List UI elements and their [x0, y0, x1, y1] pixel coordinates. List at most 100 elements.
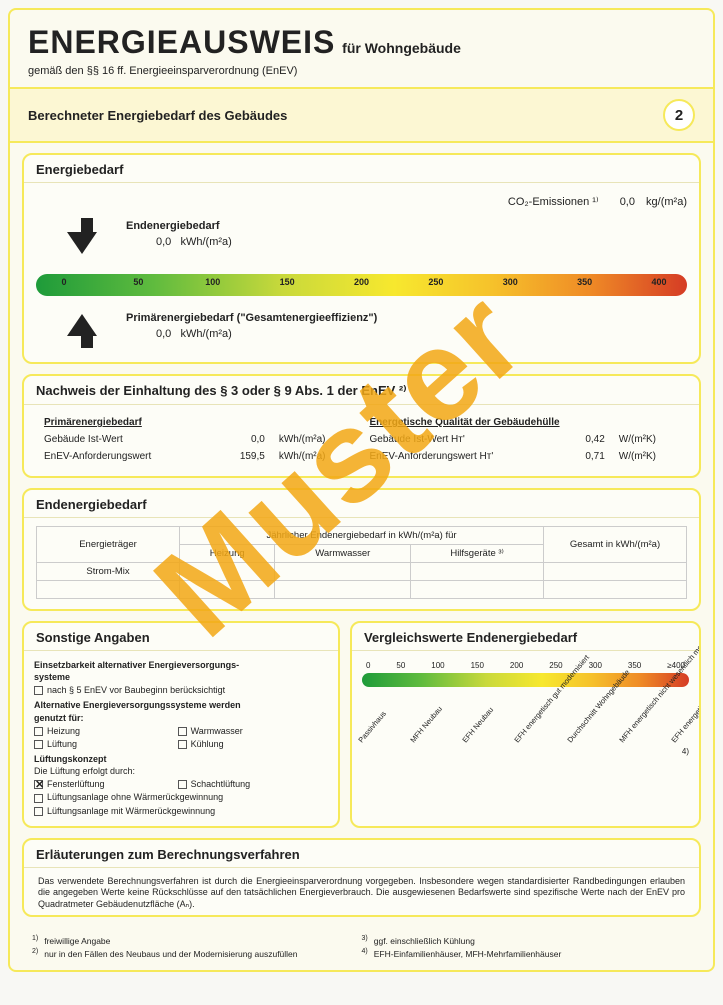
vlabel: EFH energetisch gut modernisiert	[484, 706, 527, 745]
col-traeger: Energieträger	[37, 527, 180, 563]
nw-left-r1-label: Gebäude Ist-Wert	[38, 432, 214, 447]
s-ww: Warmwasser	[191, 726, 243, 736]
bot-unit: kWh/(m²a)	[180, 328, 231, 340]
cell	[37, 581, 180, 599]
checkbox-icon[interactable]	[34, 727, 43, 736]
energy-scale: 0 50 100 150 200 250 300 350 400	[36, 262, 687, 308]
erl-body: Das verwendete Berechnungsverfahren ist …	[24, 868, 699, 915]
table-row: Strom-Mix	[37, 563, 687, 581]
top-pointer-value: 0,0 kWh/(m²a)	[156, 236, 232, 248]
nachweis-right-head: Energetische Qualität der Gebäudehülle	[364, 415, 686, 430]
mtick: 150	[471, 661, 484, 672]
section-head: Berechneter Energiebedarf des Gebäudes 2	[10, 89, 713, 143]
panel-nachweis-title: Nachweis der Einhaltung des § 3 oder § 9…	[24, 376, 699, 405]
col-ww: Warmwasser	[275, 545, 411, 563]
nachweis-left-table: Primärenergiebedarf Gebäude Ist-Wert 0,0…	[36, 413, 362, 466]
vlabel: MFH Neubau	[379, 706, 422, 745]
co2-value: 0,0	[620, 196, 635, 208]
co2-unit: kg/(m²a)	[646, 196, 687, 208]
tick: 300	[490, 277, 530, 287]
cell	[544, 563, 687, 581]
s-c1: nach § 5 EnEV vor Baubeginn berücksichti…	[47, 685, 225, 695]
energy-scale-ticks: 0 50 100 150 200 250 300 350 400	[36, 277, 687, 287]
tick: 100	[193, 277, 233, 287]
nw-left-r2-label: EnEV-Anforderungswert	[38, 449, 214, 464]
panel-vergleich-title: Vergleichswerte Endenergiebedarf	[352, 623, 699, 651]
nw-left-r2-unit: kWh/(m²a)	[273, 449, 360, 464]
top-pointer-label: Endenergiebedarf	[126, 220, 220, 232]
checkbox-icon[interactable]	[34, 807, 43, 816]
checkbox-icon[interactable]	[178, 727, 187, 736]
nachweis-left-head: Primärenergiebedarf	[38, 415, 360, 430]
panel-vergleich: Vergleichswerte Endenergiebedarf 0 50 10…	[350, 621, 701, 828]
col-heiz: Heizung	[180, 545, 275, 563]
vlabel: MFH energetisch nicht wesentlich moderni…	[588, 706, 631, 745]
checkbox-icon[interactable]	[178, 740, 187, 749]
vlabel: EFH energetisch nicht wesentlich moderni…	[640, 706, 683, 745]
nachweis-right-table: Energetische Qualität der Gebäudehülle G…	[362, 413, 688, 466]
fn4: EFH-Einfamilienhäuser, MFH-Mehrfamilienh…	[374, 948, 562, 958]
checkbox-icon[interactable]	[34, 740, 43, 749]
section-head-label: Berechneter Energiebedarf des Gebäudes	[28, 108, 663, 123]
s-l4: Lüftungsanlage mit Wärmerückgewinnung	[47, 806, 215, 816]
nw-right-r1-val: 0,42	[565, 432, 611, 447]
checkbox-icon[interactable]	[34, 794, 43, 803]
s-heiz: Heizung	[47, 726, 80, 736]
s-l3: Lüftungsanlage ohne Wärmerückgewinnung	[47, 792, 223, 802]
checkbox-checked-icon[interactable]	[34, 780, 43, 789]
nw-right-r1-label: Gebäude Ist-Wert Hᴛ'	[364, 432, 563, 447]
mtick: 300	[589, 661, 602, 672]
page-number-badge: 2	[663, 99, 695, 131]
bottom-pointer-value: 0,0 kWh/(m²a)	[156, 328, 232, 340]
panel-endenergie: Endenergiebedarf Energieträger Jährliche…	[22, 488, 701, 611]
vergleich-ticks: 0 50 100 150 200 250 300 350 ≥400	[362, 661, 689, 672]
tick: 200	[342, 277, 382, 287]
cell	[411, 563, 544, 581]
col-group: Jährlicher Endenergiebedarf in kWh/(m²a)…	[180, 527, 544, 545]
tick: 250	[416, 277, 456, 287]
cell	[275, 563, 411, 581]
mtick: 200	[510, 661, 523, 672]
table-row	[37, 581, 687, 599]
checkbox-icon[interactable]	[34, 686, 43, 695]
vergleich-labels: Passivhaus MFH Neubau EFH Neubau EFH ene…	[362, 697, 689, 745]
tick: 0	[44, 277, 84, 287]
fn3: ggf. einschließlich Kühlung	[374, 936, 475, 946]
panel-energiebedarf-body: CO₂-Emissionen ¹⁾ 0,0 kg/(m²a) Endenergi…	[24, 183, 699, 362]
s-h1b: systeme	[34, 671, 328, 683]
s-h3b: Die Lüftung erfolgt durch:	[34, 765, 328, 777]
arrow-down-icon	[67, 232, 97, 254]
panel-sonstige-title: Sonstige Angaben	[24, 623, 338, 651]
col-hilf: Hilfsgeräte ³⁾	[411, 545, 544, 563]
tick: 50	[118, 277, 158, 287]
co2-label: CO₂-Emissionen ¹⁾	[508, 196, 599, 208]
mtick: 350	[628, 661, 641, 672]
tick: 150	[267, 277, 307, 287]
vlabel: Durchschnitt Wohngebäude	[536, 706, 579, 745]
nw-right-r2-label: EnEV-Anforderungswert Hᴛ'	[364, 449, 563, 464]
nw-right-r2-unit: W/(m²K)	[613, 449, 685, 464]
s-luft: Lüftung	[47, 739, 77, 749]
s-l1: Fensterlüftung	[47, 779, 105, 789]
top-val: 0,0	[156, 236, 171, 248]
bot-val: 0,0	[156, 328, 171, 340]
mtick: 0	[366, 661, 370, 672]
cell	[180, 563, 275, 581]
title-line2: gemäß den §§ 16 ff. Energieeinsparverord…	[28, 65, 695, 77]
bottom-pointer-label: Primärenergiebedarf ("Gesamtenergieeffiz…	[126, 312, 377, 324]
vergleich-scale-bar	[362, 673, 689, 687]
endenergie-table: Energieträger Jährlicher Endenergiebedar…	[36, 526, 687, 599]
fn2: nur in den Fällen des Neubaus und der Mo…	[44, 948, 297, 958]
s-l2: Schachtlüftung	[191, 779, 251, 789]
nw-left-r2-val: 159,5	[216, 449, 271, 464]
fn1: freiwillige Angabe	[44, 936, 110, 946]
checkbox-icon[interactable]	[178, 780, 187, 789]
mtick: 100	[431, 661, 444, 672]
tick: 400	[639, 277, 679, 287]
title-sub: für Wohngebäude	[342, 40, 461, 56]
cb-row: nach § 5 EnEV vor Baubeginn berücksichti…	[34, 684, 328, 696]
bottom-pointer: Primärenergiebedarf ("Gesamtenergieeffiz…	[36, 310, 687, 352]
s-kuhl: Kühlung	[191, 739, 224, 749]
row1-traeger: Strom-Mix	[37, 563, 180, 581]
s-h3: Lüftungskonzept	[34, 753, 328, 765]
